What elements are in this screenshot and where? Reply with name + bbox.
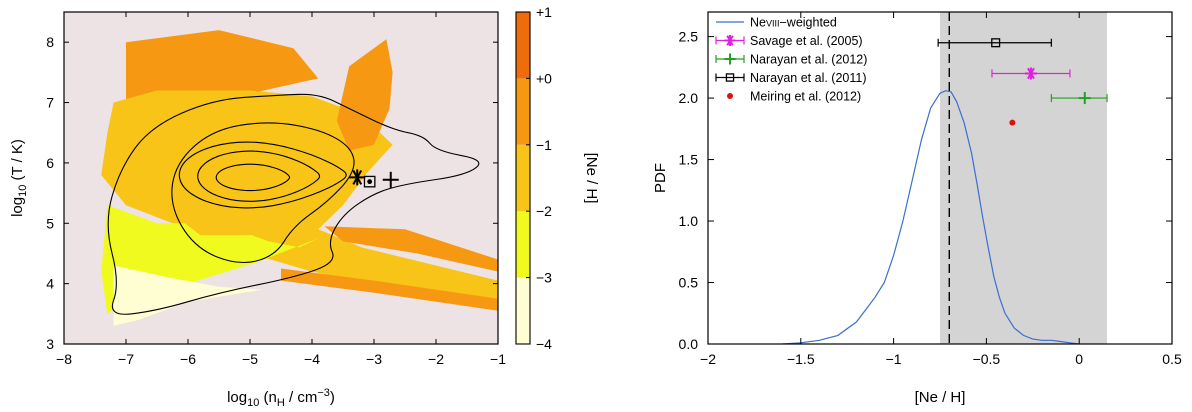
legend-entry: NeVIII−weighted [716, 16, 837, 30]
y-tick-label: 2.0 [679, 90, 699, 106]
y-tick-label: 3 [46, 336, 54, 352]
marker-open-square-with-dot [363, 175, 376, 188]
colorbar-segment [516, 78, 530, 145]
legend-entry: Narayan et al. (2012) [715, 53, 867, 67]
pdf-curves [782, 90, 1080, 344]
y-tick-label: 1.0 [679, 213, 699, 229]
right-x-axis-label: [Ne / H] [915, 389, 966, 406]
density-contours [107, 93, 480, 315]
contour-ring-3 [215, 163, 291, 192]
left-y-ticks: 3 4 5 6 7 8 [46, 34, 498, 352]
observation-asterisk [991, 67, 1071, 80]
y-tick-label: 8 [46, 34, 54, 50]
x-tick-label: −1 [886, 351, 902, 367]
x-tick-label: −5 [242, 351, 258, 367]
legend-label: Meiring et al. (2012) [750, 90, 861, 104]
left-x-ticks: −8 −7 −6 −5 −4 −3 −2 −1 [56, 12, 506, 367]
observation-markers [349, 169, 399, 188]
legend-marker [724, 35, 736, 46]
legend: NeVIII−weighted Savage et al. (2005) Naray… [715, 16, 867, 104]
x-tick-label: −0.5 [973, 351, 1001, 367]
marker-plus [382, 171, 399, 188]
heatmap-region-1 [101, 90, 498, 302]
x-tick-label: −1.5 [787, 351, 815, 367]
x-tick-label: −7 [118, 351, 134, 367]
colorbar-tick-label: +0 [536, 70, 552, 86]
y-tick-label: 5 [46, 215, 54, 231]
left-heatmap-panel: −8 −7 −6 −5 −4 −3 −2 −1 3 4 5 6 7 8 log10 (nH / cm−3… [9, 4, 600, 409]
x-tick-label: −4 [304, 351, 320, 367]
legend-marker [724, 53, 736, 65]
observation-plus [1050, 92, 1108, 105]
legend-label: NeVIII−weighted [750, 16, 837, 30]
contour-ring-2 [197, 150, 321, 202]
legend-label: Savage et al. (2005) [750, 34, 863, 48]
obs-marker [991, 38, 1001, 48]
legend-entry: Meiring et al. (2012) [727, 90, 861, 104]
legend-entry: Savage et al. (2005) [715, 34, 863, 48]
right-x-ticks: −2 −1.5 −1 −0.5 0 0.5 [700, 12, 1182, 367]
heatmap-regions [101, 30, 498, 326]
marker-asterisk [349, 169, 366, 186]
colorbar-segment [516, 144, 530, 212]
x-tick-label: −2 [700, 351, 716, 367]
obs-marker [1078, 92, 1091, 105]
colorbar-label: [Ne / H] [583, 153, 600, 204]
x-tick-label: 0.5 [1162, 351, 1182, 367]
colorbar-tick-label: −3 [536, 270, 552, 286]
y-tick-label: 4 [46, 276, 54, 292]
contour-mid [171, 122, 355, 264]
legend-label: Narayan et al. (2012) [750, 53, 867, 67]
colorbar-tick-label: −1 [536, 137, 552, 153]
observation-dot [1009, 119, 1016, 126]
colorbar-frame [515, 11, 531, 345]
x-tick-label: −2 [428, 351, 444, 367]
colorbar-tick-label: −4 [536, 336, 552, 352]
colorbar-tick-label: +1 [536, 4, 552, 20]
legend-entry: Narayan et al. (2011) [715, 71, 867, 85]
x-tick-label: −1 [490, 351, 506, 367]
obs-marker [1024, 67, 1037, 80]
y-tick-label: 1.5 [679, 152, 699, 168]
legend-marker [727, 93, 733, 99]
y-tick-label: 0.5 [679, 275, 699, 291]
observation-open-square [937, 38, 1052, 48]
colorbar-segment [516, 211, 530, 278]
legend-label: Narayan et al. (2011) [750, 71, 867, 85]
colorbar-tick-label: −2 [536, 203, 552, 219]
contour-outer [107, 93, 480, 315]
x-tick-label: −3 [366, 351, 382, 367]
right-pdf-panel: −2 −1.5 −1 −0.5 0 0.5 0.0 0.5 1.0 1.5 2.0 2.5 NeVI… [652, 11, 1182, 406]
x-tick-label: −6 [180, 351, 196, 367]
heatmap-region-4 [281, 268, 498, 311]
heatmap-region-3 [324, 226, 498, 272]
legend-marker [725, 73, 735, 82]
y-tick-label: 6 [46, 155, 54, 171]
x-tick-label: −8 [56, 351, 72, 367]
colorbar: −4 −3 −2 −1 +0 +1 [515, 4, 552, 352]
colorbar-segment [516, 12, 530, 79]
pdf-line [782, 90, 1080, 344]
right-y-ticks: 0.0 0.5 1.0 1.5 2.0 2.5 [679, 29, 1172, 352]
shaded-band [940, 12, 1108, 344]
right-y-axis-label: PDF [652, 163, 669, 193]
y-tick-label: 0.0 [679, 336, 699, 352]
heatmap-frame [63, 11, 499, 345]
x-tick-label: 0 [1075, 351, 1083, 367]
left-y-axis-label: log10 (T / K) [9, 139, 29, 217]
y-tick-label: 2.5 [679, 29, 699, 45]
contour-ring-1 [178, 141, 347, 209]
pdf-frame [707, 11, 1173, 345]
y-tick-label: 7 [46, 95, 54, 111]
heatmap-region-7 [169, 193, 288, 236]
observation-points [937, 38, 1108, 126]
left-x-axis-label: log10 (nH / cm−3) [227, 387, 335, 409]
colorbar-segment [516, 277, 530, 344]
obs-marker [1009, 119, 1016, 126]
